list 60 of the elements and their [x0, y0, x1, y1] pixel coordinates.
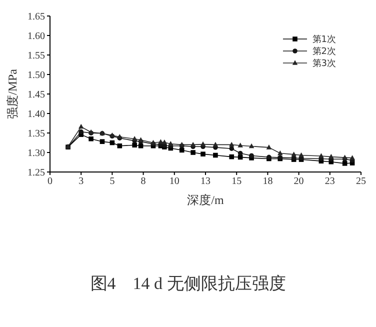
- point: [158, 139, 164, 144]
- point: [238, 150, 243, 156]
- x-tick-label: 13: [200, 176, 210, 188]
- point: [100, 139, 105, 144]
- y-tick-label: 1.40: [28, 109, 45, 120]
- point: [228, 142, 234, 147]
- y-tick-label: 1.35: [28, 128, 45, 140]
- y-tick-label: 1.60: [28, 31, 45, 42]
- x-tick-label: 25: [356, 176, 366, 188]
- point: [328, 154, 334, 159]
- point: [342, 154, 348, 160]
- x-tick-label: 10: [169, 176, 180, 188]
- x-tick-label: 0: [48, 176, 52, 188]
- point: [229, 154, 234, 160]
- point: [212, 142, 218, 147]
- point: [179, 148, 184, 153]
- point: [132, 142, 137, 148]
- point: [190, 150, 196, 155]
- x-tick-label: 18: [262, 176, 273, 188]
- point: [291, 152, 296, 156]
- point: [298, 152, 304, 158]
- x-tick-label: 15: [232, 176, 242, 188]
- point: [350, 155, 355, 160]
- y-tick-label: 1.50: [28, 70, 45, 82]
- point: [78, 124, 84, 129]
- point: [200, 141, 206, 146]
- x-tick-label: 20: [294, 176, 304, 188]
- point: [117, 143, 122, 148]
- y-tick-label: 1.55: [28, 50, 45, 62]
- point: [200, 152, 206, 156]
- point: [168, 141, 174, 146]
- point: [248, 143, 254, 148]
- x-tick-label: 3: [78, 176, 84, 188]
- point: [162, 139, 168, 144]
- point: [88, 136, 94, 142]
- y-tick-label: 1.65: [28, 12, 45, 23]
- y-axis-title: 强度/MPa: [5, 68, 20, 120]
- point: [318, 153, 324, 158]
- point: [238, 142, 243, 148]
- y-tick-label: 1.30: [28, 148, 45, 160]
- legend-label: 第2次: [312, 46, 336, 58]
- point: [138, 143, 144, 148]
- point: [266, 144, 272, 150]
- point: [190, 142, 196, 147]
- x-tick-label: 8: [140, 176, 146, 188]
- x-tick-label: 23: [324, 176, 335, 188]
- point: [278, 150, 283, 156]
- legend-label: 第1次: [312, 34, 336, 46]
- point: [132, 136, 138, 141]
- y-tick-label: 1.45: [28, 90, 45, 101]
- text: 图4 14 d 无侧限抗压强度: [89, 273, 287, 295]
- x-tick-label: 5: [110, 176, 115, 188]
- point: [78, 129, 84, 134]
- point: [342, 161, 348, 166]
- legend-label: 第3次: [312, 58, 336, 70]
- point: [229, 146, 234, 151]
- point: [249, 153, 254, 158]
- x-axis-title: 深度/m: [187, 193, 224, 207]
- point: [213, 152, 218, 158]
- y-tick-label: 1.25: [28, 168, 45, 179]
